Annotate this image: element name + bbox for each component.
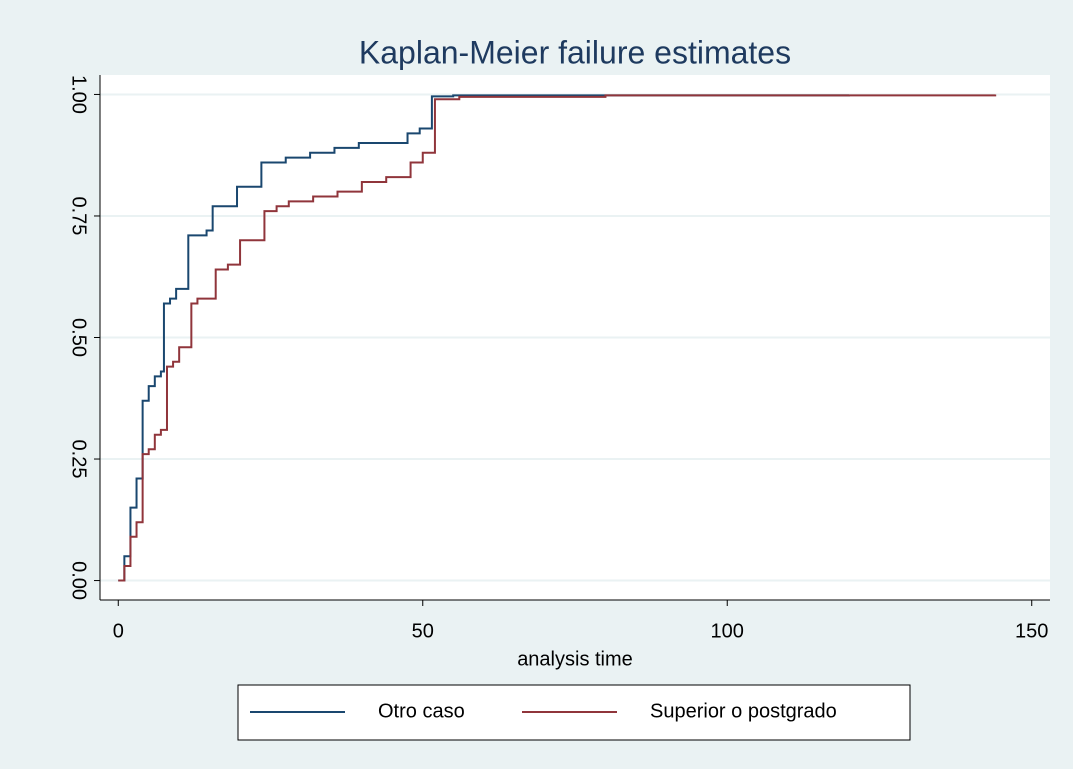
x-tick-label: 100 (711, 620, 744, 642)
y-tick-label: 0.25 (68, 440, 90, 479)
y-tick-label: 1.00 (68, 75, 90, 114)
x-tick-label: 50 (412, 620, 434, 642)
x-tick-label: 150 (1015, 620, 1048, 642)
legend-label: Superior o postgrado (650, 700, 837, 722)
km-line (118, 94, 997, 582)
y-tick-label: 0.50 (68, 318, 90, 357)
y-tick-label: 0.75 (68, 197, 90, 236)
chart-title: Kaplan-Meier failure estimates (359, 34, 791, 70)
y-tick-label: 0.00 (68, 561, 90, 600)
x-tick-label: 0 (113, 620, 124, 642)
legend-label: Otro caso (378, 700, 465, 722)
x-axis-label: analysis time (517, 648, 633, 670)
km-line (118, 94, 851, 582)
